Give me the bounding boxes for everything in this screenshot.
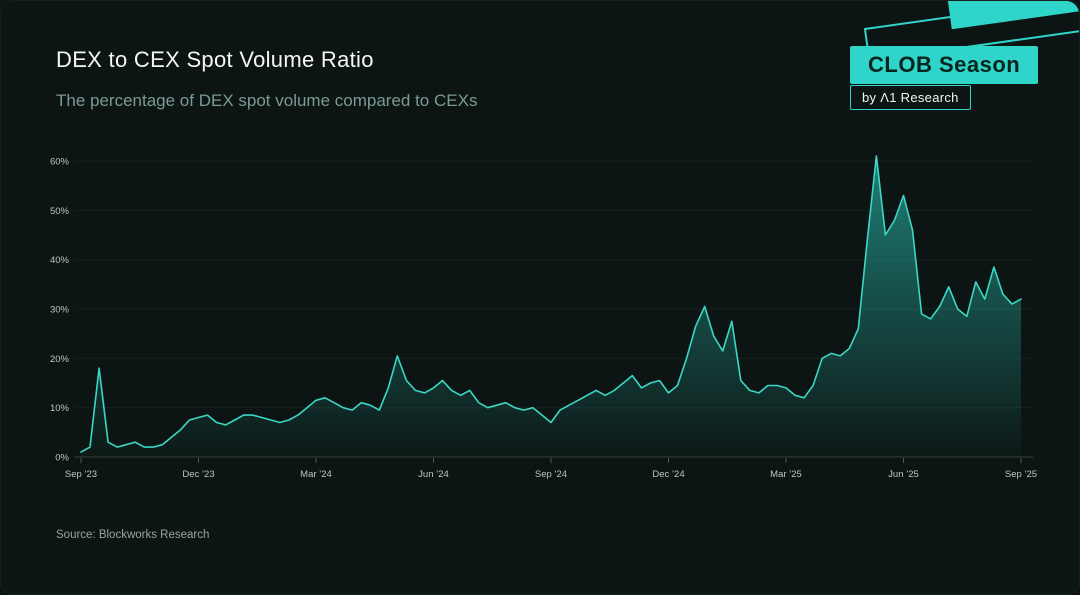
clob-season-badge: CLOB Season: [850, 46, 1039, 84]
series-line: [80, 155, 1022, 453]
page-subtitle: The percentage of DEX spot volume compar…: [56, 91, 478, 110]
x-axis-label: Mar ’24: [300, 469, 332, 480]
x-axis-label: Jun ’25: [888, 469, 919, 480]
y-axis-label: 0%: [55, 453, 69, 464]
x-axis-labels: Sep ’23 Dec ’23 Mar ’24 Jun ’24 Sep ’24 Dec ’…: [65, 469, 1037, 480]
x-axis-label: Jun ’24: [418, 469, 449, 480]
area-fill: [81, 156, 1021, 457]
y-axis-labels: 0% 10% 20% 30% 40% 50% 60%: [50, 157, 70, 464]
x-axis-label: Sep ’23: [65, 469, 97, 480]
x-axis-ticks: [80, 458, 1022, 463]
y-axis-label: 50%: [50, 206, 70, 217]
y-axis-label: 60%: [50, 157, 70, 168]
chart-area: Sep ’23 Dec ’23 Mar ’24 Jun ’24 Sep ’24 Dec ’…: [1, 141, 1079, 501]
x-axis-label: Sep ’24: [535, 469, 567, 480]
y-axis-label: 30%: [50, 305, 70, 316]
x-axis-label: Mar ’25: [770, 469, 802, 480]
x-axis-label: Sep ’25: [1005, 469, 1037, 480]
clob-season-badge-label: CLOB Season: [868, 52, 1021, 77]
y-axis-label: 40%: [50, 255, 70, 266]
y-axis-label: 20%: [50, 354, 70, 365]
x-axis-label: Dec ’23: [182, 469, 214, 480]
y-axis-label: 10%: [50, 403, 70, 414]
a1-research-byline-label: by Λ1 Research: [862, 90, 959, 105]
dex-cex-ratio-chart: Sep ’23 Dec ’23 Mar ’24 Jun ’24 Sep ’24 Dec ’…: [50, 155, 1037, 480]
x-axis-label: Dec ’24: [652, 469, 684, 480]
a1-research-byline: by Λ1 Research: [850, 85, 971, 110]
page-title: DEX to CEX Spot Volume Ratio: [56, 47, 374, 72]
source-note: Source: Blockworks Research: [56, 529, 210, 541]
